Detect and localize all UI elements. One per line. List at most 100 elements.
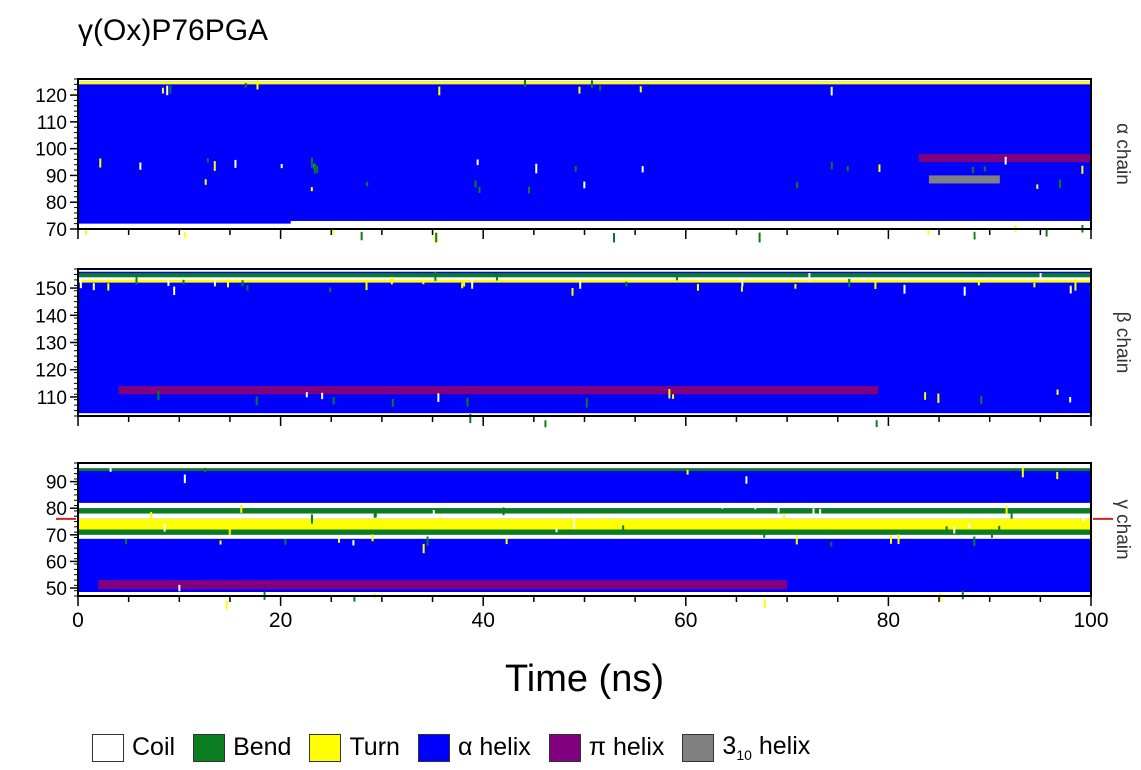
noise-speck	[875, 420, 878, 428]
noise-speck	[639, 86, 642, 93]
noise-speck	[924, 392, 927, 400]
x-tick-label: 20	[269, 609, 292, 632]
legend-item-bend: Bend	[193, 733, 291, 762]
noise-speck	[668, 389, 671, 399]
legend-item-turn: Turn	[309, 733, 400, 762]
legend-swatch-bend	[193, 733, 226, 762]
noise-speck	[79, 279, 82, 289]
noise-speck	[478, 186, 481, 193]
band-bend	[78, 468, 1091, 471]
noise-speck	[360, 231, 363, 241]
noise-speck	[890, 535, 893, 544]
noise-speck	[998, 525, 1001, 532]
noise-speck	[973, 536, 976, 546]
y-tick-label: 100	[35, 140, 67, 161]
noise-speck	[1069, 396, 1072, 403]
noise-speck	[329, 287, 332, 293]
y-tick-label: 140	[35, 306, 67, 327]
noise-speck	[897, 534, 900, 545]
noise-speck	[244, 83, 247, 88]
noise-speck	[434, 271, 437, 281]
noise-speck	[777, 505, 780, 513]
noise-speck	[206, 158, 209, 163]
noise-speck	[1069, 285, 1072, 294]
noise-speck	[1074, 281, 1077, 291]
legend-label-turn: Turn	[349, 733, 400, 761]
noise-speck	[505, 537, 508, 545]
noise-speck	[579, 280, 582, 289]
noise-speck	[975, 229, 978, 238]
noise-speck	[528, 186, 531, 194]
noise-speck	[125, 538, 128, 545]
band-coil	[78, 277, 1091, 282]
noise-speck	[161, 87, 164, 94]
band-bend	[78, 529, 1091, 535]
noise-speck	[535, 163, 538, 174]
band-turn	[78, 518, 1091, 530]
noise-speck	[502, 507, 505, 516]
noise-speck	[763, 532, 766, 538]
noise-speck	[594, 601, 597, 608]
noise-speck	[461, 282, 464, 289]
band-coil	[78, 502, 1091, 509]
noise-speck	[606, 517, 609, 528]
noise-speck	[240, 504, 243, 513]
legend-item-pi: π helix	[548, 733, 664, 762]
noise-speck	[241, 280, 244, 287]
x-axis-label: Time (ns)	[505, 658, 664, 700]
band-bend	[78, 273, 1091, 278]
alpha-helix-region	[79, 81, 1090, 224]
chain-label: β chain	[1112, 312, 1133, 374]
noise-speck	[173, 286, 176, 296]
noise-speck	[641, 166, 644, 173]
noise-speck	[469, 413, 472, 424]
x-tick-label: 80	[877, 609, 900, 632]
noise-speck	[848, 278, 851, 288]
noise-speck	[1021, 467, 1024, 478]
legend-swatch-coil	[92, 733, 124, 762]
band-coil	[78, 413, 1091, 416]
legend-label-bend: Bend	[233, 733, 292, 761]
y-tick-label: 110	[37, 113, 67, 134]
noise-speck	[983, 166, 986, 172]
noise-speck	[85, 228, 88, 235]
noise-speck	[353, 596, 356, 602]
noise-speck	[555, 527, 558, 533]
y-tick-label: 120	[35, 86, 67, 107]
legend-item-alpha: α helix	[417, 733, 531, 762]
noise-speck	[422, 543, 425, 554]
noise-speck	[846, 165, 849, 172]
noise-speck	[758, 232, 761, 243]
legend-label-three10: 310 helix	[722, 732, 810, 763]
noise-speck	[316, 165, 319, 174]
noise-speck	[625, 281, 628, 287]
noise-speck	[808, 273, 811, 282]
noise-speck	[374, 512, 377, 518]
noise-speck	[213, 161, 216, 171]
noise-speck	[729, 600, 732, 609]
noise-speck	[939, 592, 942, 602]
noise-speck	[246, 284, 249, 291]
noise-speck	[1033, 282, 1036, 288]
noise-speck	[255, 396, 258, 406]
noise-speck	[139, 162, 142, 170]
noise-speck	[754, 503, 757, 510]
noise-speck	[391, 398, 394, 407]
noise-speck	[1082, 514, 1085, 522]
band-coil	[78, 534, 1091, 539]
band-pi	[118, 386, 879, 395]
noise-speck	[219, 540, 222, 545]
noise-speck	[280, 164, 283, 169]
noise-speck	[178, 584, 181, 592]
noise-speck	[599, 85, 602, 91]
noise-speck	[1036, 184, 1039, 189]
noise-speck	[234, 159, 237, 168]
noise-speck	[794, 284, 797, 289]
y-tick-label: 80	[46, 499, 67, 520]
noise-speck	[92, 283, 95, 291]
noise-speck	[310, 514, 313, 524]
noise-speck	[590, 80, 593, 88]
y-tick-label: 60	[46, 552, 67, 573]
x-tick-label: 0	[72, 609, 84, 632]
